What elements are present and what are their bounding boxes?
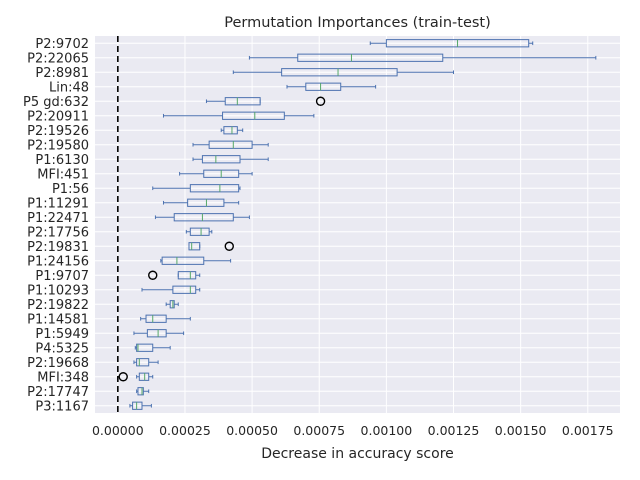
box-p5-gd-632 <box>205 96 326 106</box>
plot-area <box>95 36 620 413</box>
box-iqr <box>161 256 205 265</box>
box-iqr <box>172 285 197 294</box>
box-p1-10293 <box>141 285 201 294</box>
box-iqr <box>138 372 150 381</box>
chart-title: Permutation Importances (train-test) <box>224 15 491 31</box>
box-p2-19526 <box>220 126 244 135</box>
box-iqr <box>136 343 154 352</box>
box-p1-56 <box>152 184 241 193</box>
box-iqr <box>173 213 234 222</box>
y-tick-label: P1:5949 <box>35 327 89 342</box>
box-p1-11291 <box>162 198 240 207</box>
box-iqr <box>201 155 241 164</box>
box-p2-22065 <box>248 53 597 62</box>
x-tick-label: 0.00000 <box>92 423 144 438</box>
box-lin-48 <box>286 82 377 91</box>
box-p2-8981 <box>232 68 455 77</box>
box-p1-5949 <box>133 329 185 338</box>
x-tick-labels: 0.00000 0.00025 0.00050 0.00075 0.00100 0.001… <box>92 423 614 438</box>
y-tick-label: P2:19822 <box>27 298 89 313</box>
box-p1-6130 <box>192 155 269 164</box>
box-p2-19822 <box>165 300 179 309</box>
outlier-point <box>118 372 128 382</box>
y-tick-label: Lin:48 <box>49 80 89 95</box>
box-iqr <box>208 140 253 149</box>
box-p2-17747 <box>136 387 150 396</box>
y-tick-label: P3:1167 <box>35 399 89 414</box>
y-tick-label: P2:20911 <box>27 109 89 124</box>
box-p2-17756 <box>185 227 213 236</box>
box-p1-24156 <box>160 256 232 265</box>
y-tick-label: P2:19580 <box>27 138 89 153</box>
box-iqr <box>188 242 201 251</box>
box-p2-19580 <box>192 140 269 149</box>
y-tick-label: P4:5325 <box>35 341 89 356</box>
outlier-point <box>148 270 158 280</box>
y-tick-label: P1:11291 <box>27 196 89 211</box>
y-tick-label: MFI:451 <box>37 167 89 182</box>
box-p2-19668 <box>133 358 159 367</box>
y-tick-label: P5 gd:632 <box>23 95 89 110</box>
box-p1-14581 <box>140 314 191 323</box>
y-tick-label: P2:9702 <box>35 37 89 52</box>
x-tick-label: 0.00025 <box>159 423 211 438</box>
box-iqr <box>145 314 167 323</box>
box-iqr <box>223 126 238 135</box>
box-p1-22471 <box>154 213 250 222</box>
box-iqr <box>189 227 210 236</box>
x-tick-label: 0.00050 <box>226 423 278 438</box>
y-tick-label: P2:19831 <box>27 240 89 255</box>
y-tick-label: MFI:348 <box>37 370 89 385</box>
x-axis-label: Decrease in accuracy score <box>261 446 454 462</box>
outlier-point <box>315 96 326 106</box>
box-iqr <box>187 198 225 207</box>
box-mfi-451 <box>179 169 253 178</box>
x-tick-label: 0.00175 <box>562 423 614 438</box>
outlier-point <box>224 241 234 251</box>
box-p4-5325 <box>134 343 171 352</box>
y-tick-label: P2:19668 <box>27 356 89 371</box>
box-iqr <box>297 53 444 62</box>
x-tick-label: 0.00075 <box>293 423 345 438</box>
box-iqr <box>132 401 143 410</box>
boxes-layer <box>118 39 597 410</box>
y-tick-label: P1:24156 <box>27 254 89 269</box>
box-iqr <box>222 111 285 120</box>
x-tick-label: 0.00150 <box>495 423 547 438</box>
box-iqr <box>189 184 240 193</box>
box-p2-19831 <box>188 241 234 251</box>
y-tick-label: P1:6130 <box>35 153 89 168</box>
box-iqr <box>177 271 197 280</box>
box-iqr <box>146 329 167 338</box>
box-iqr <box>281 68 398 77</box>
box-iqr <box>305 82 342 91</box>
y-tick-label: P1:14581 <box>27 312 89 327</box>
y-tick-label: P2:19526 <box>27 124 89 139</box>
box-mfi-348 <box>118 372 154 382</box>
y-tick-label: P2:17747 <box>27 385 89 400</box>
y-tick-label: P1:22471 <box>27 211 89 226</box>
box-p1-9707 <box>148 270 201 280</box>
y-tick-label: P1:10293 <box>27 283 89 298</box>
y-tick-label: P2:22065 <box>27 51 89 66</box>
y-tick-label: P1:56 <box>52 182 89 197</box>
box-iqr <box>136 358 150 367</box>
box-iqr <box>224 97 261 106</box>
y-tick-label: P1:9707 <box>35 269 89 284</box>
x-tick-label: 0.00100 <box>361 423 413 438</box>
box-iqr <box>169 300 175 309</box>
y-tick-label: P2:17756 <box>27 225 89 240</box>
x-tick-label: 0.00125 <box>428 423 480 438</box>
box-p2-20911 <box>162 111 315 120</box>
box-iqr <box>137 387 144 396</box>
box-p3-1167 <box>129 401 152 410</box>
grid-lines <box>95 36 620 413</box>
box-p2-9702 <box>369 39 534 48</box>
y-tick-label: P2:8981 <box>35 66 89 81</box>
